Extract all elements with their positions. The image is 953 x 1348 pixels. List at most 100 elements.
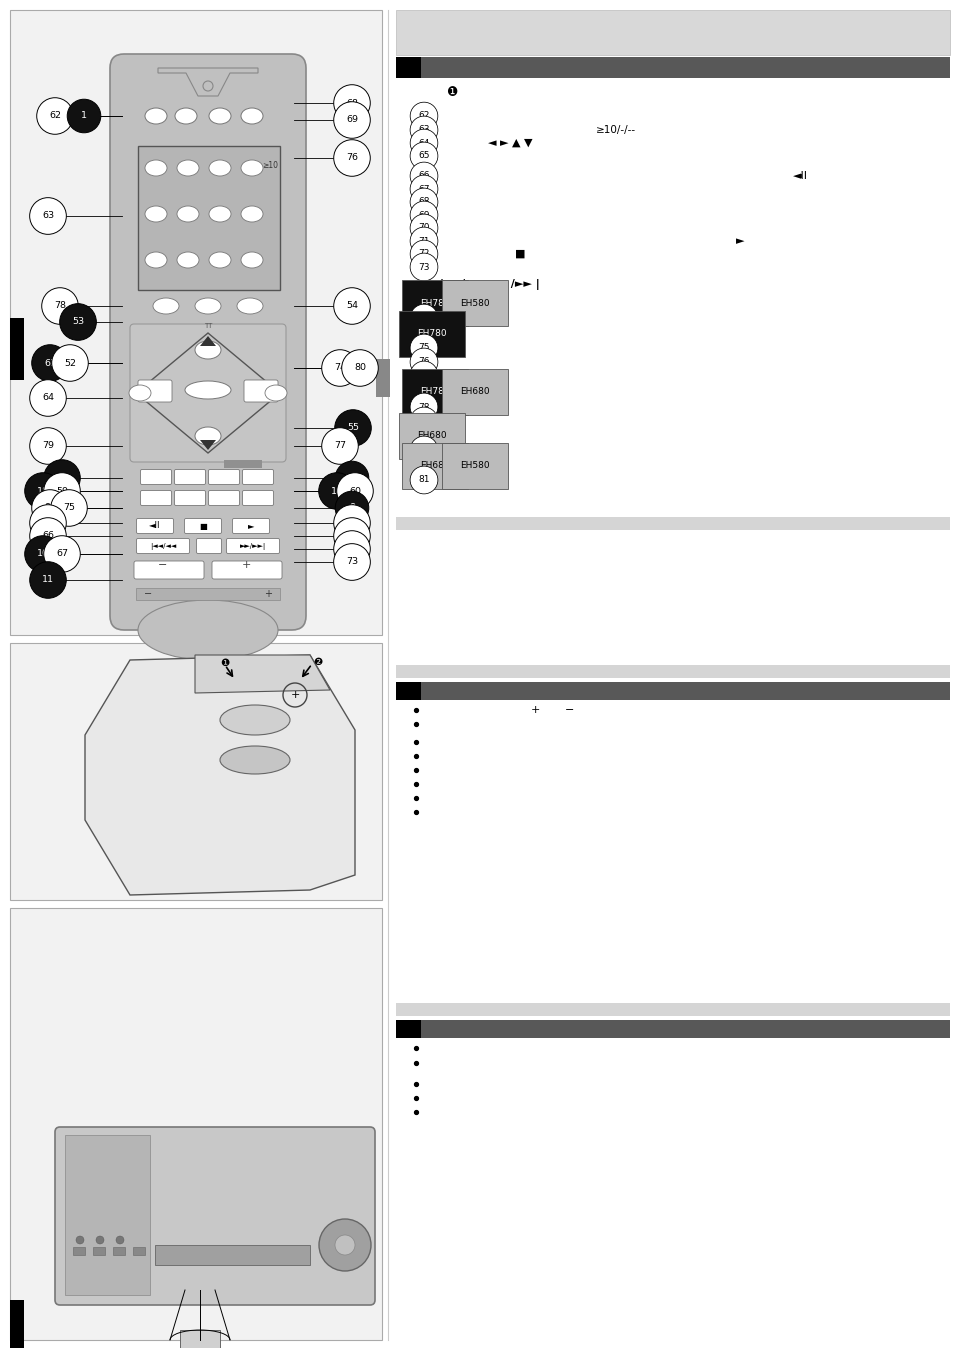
Text: 68: 68 bbox=[346, 98, 357, 108]
Text: ≥10: ≥10 bbox=[262, 162, 277, 170]
Text: ■: ■ bbox=[199, 522, 207, 531]
Ellipse shape bbox=[194, 341, 221, 359]
Ellipse shape bbox=[145, 160, 167, 177]
Circle shape bbox=[335, 1235, 355, 1255]
Text: −: − bbox=[158, 559, 168, 570]
Text: EH780: EH780 bbox=[419, 298, 450, 307]
Text: EH580: EH580 bbox=[459, 298, 489, 307]
Ellipse shape bbox=[194, 427, 221, 445]
Text: 52: 52 bbox=[64, 359, 76, 368]
Polygon shape bbox=[200, 439, 215, 450]
Ellipse shape bbox=[138, 600, 277, 661]
FancyBboxPatch shape bbox=[136, 519, 173, 534]
Text: 75: 75 bbox=[417, 344, 429, 352]
Ellipse shape bbox=[145, 252, 167, 268]
Text: 77: 77 bbox=[334, 442, 346, 450]
Bar bbox=[395, 665, 949, 678]
Ellipse shape bbox=[209, 160, 231, 177]
Text: 60: 60 bbox=[349, 487, 360, 496]
Ellipse shape bbox=[194, 298, 221, 314]
FancyBboxPatch shape bbox=[140, 469, 172, 484]
Bar bbox=[10, 909, 381, 1340]
Text: 8: 8 bbox=[349, 504, 355, 512]
Text: ►: ► bbox=[735, 236, 743, 245]
Text: 68: 68 bbox=[417, 198, 429, 206]
Text: EH680: EH680 bbox=[416, 431, 446, 441]
FancyBboxPatch shape bbox=[140, 491, 172, 506]
Ellipse shape bbox=[241, 206, 263, 222]
Text: EH780: EH780 bbox=[419, 387, 450, 396]
Text: ◄II: ◄II bbox=[792, 171, 806, 181]
Text: 66: 66 bbox=[417, 171, 429, 181]
Text: |◄◄/◄◄: |◄◄/◄◄ bbox=[150, 542, 176, 550]
Bar bbox=[154, 1246, 310, 1264]
Text: 71: 71 bbox=[346, 531, 357, 541]
Text: 81: 81 bbox=[417, 476, 429, 484]
Text: −: − bbox=[565, 705, 574, 714]
Bar bbox=[138, 146, 280, 290]
Bar bbox=[180, 1330, 220, 1348]
Ellipse shape bbox=[209, 252, 231, 268]
Text: 47: 47 bbox=[56, 473, 68, 483]
Bar bbox=[395, 1020, 949, 1038]
Bar bbox=[65, 1135, 150, 1295]
Ellipse shape bbox=[265, 386, 287, 400]
Text: 67: 67 bbox=[417, 185, 429, 194]
Text: ►: ► bbox=[248, 522, 254, 531]
Text: ◄II: ◄II bbox=[149, 522, 161, 531]
Bar bbox=[395, 57, 420, 78]
Ellipse shape bbox=[129, 386, 151, 400]
Bar bbox=[395, 57, 949, 78]
FancyBboxPatch shape bbox=[242, 469, 274, 484]
Text: ❶: ❶ bbox=[446, 86, 457, 100]
Text: ❶: ❶ bbox=[220, 658, 230, 669]
Ellipse shape bbox=[174, 108, 196, 124]
Ellipse shape bbox=[236, 298, 263, 314]
Text: +: + bbox=[530, 705, 539, 714]
FancyBboxPatch shape bbox=[55, 1127, 375, 1305]
Bar bbox=[10, 1299, 24, 1348]
Ellipse shape bbox=[145, 206, 167, 222]
Ellipse shape bbox=[145, 108, 167, 124]
Text: 69: 69 bbox=[417, 210, 429, 220]
Text: 61: 61 bbox=[44, 359, 56, 368]
Text: 70: 70 bbox=[417, 224, 429, 232]
Text: EH780: EH780 bbox=[416, 329, 446, 338]
Text: ≥10/-/--: ≥10/-/-- bbox=[596, 125, 636, 135]
Text: 78: 78 bbox=[417, 403, 429, 411]
Text: 62: 62 bbox=[49, 112, 61, 120]
Text: 63: 63 bbox=[42, 212, 54, 221]
Text: 65: 65 bbox=[417, 151, 429, 160]
Text: 76: 76 bbox=[417, 357, 429, 367]
Ellipse shape bbox=[177, 206, 199, 222]
FancyBboxPatch shape bbox=[136, 538, 190, 554]
FancyBboxPatch shape bbox=[130, 324, 286, 462]
Text: TT: TT bbox=[204, 324, 212, 329]
FancyBboxPatch shape bbox=[138, 380, 172, 402]
Text: 67: 67 bbox=[56, 550, 68, 558]
Bar bbox=[10, 9, 381, 635]
Text: 65: 65 bbox=[42, 519, 54, 527]
Text: 1: 1 bbox=[81, 112, 87, 120]
Text: 76: 76 bbox=[346, 154, 357, 163]
Bar bbox=[224, 460, 262, 468]
Text: 69: 69 bbox=[346, 116, 357, 124]
Text: 62: 62 bbox=[417, 112, 429, 120]
Text: 18: 18 bbox=[37, 487, 49, 496]
FancyBboxPatch shape bbox=[244, 380, 277, 402]
Ellipse shape bbox=[241, 252, 263, 268]
Text: 72: 72 bbox=[346, 545, 357, 554]
Text: 59: 59 bbox=[56, 487, 68, 496]
Bar bbox=[73, 1247, 85, 1255]
Ellipse shape bbox=[220, 745, 290, 774]
Text: +: + bbox=[290, 690, 299, 700]
Text: 80: 80 bbox=[354, 364, 366, 372]
Text: 74: 74 bbox=[417, 314, 429, 322]
Text: 66: 66 bbox=[42, 531, 54, 541]
FancyBboxPatch shape bbox=[233, 519, 269, 534]
Bar bbox=[132, 1247, 145, 1255]
Text: EH680: EH680 bbox=[459, 387, 489, 396]
Circle shape bbox=[76, 1236, 84, 1244]
Polygon shape bbox=[194, 655, 330, 693]
Ellipse shape bbox=[177, 160, 199, 177]
